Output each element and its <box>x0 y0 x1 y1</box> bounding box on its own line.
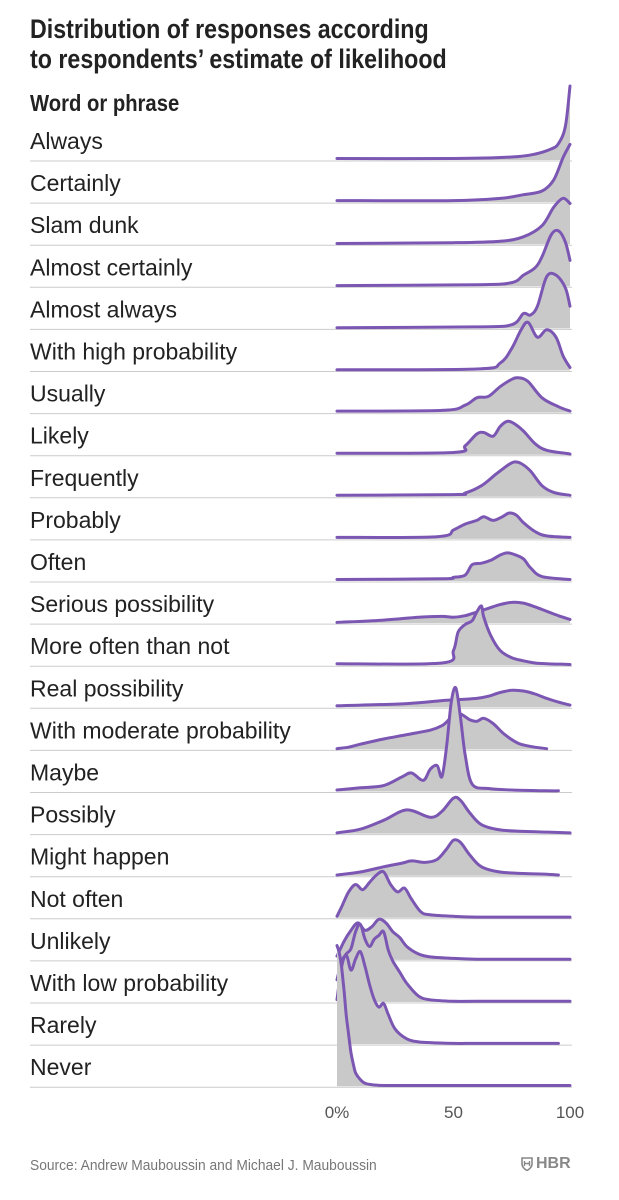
x-axis: 0% 50 100 <box>325 1103 584 1122</box>
ridge-row: Often <box>30 549 572 583</box>
ridge-row: Unlikely <box>30 917 572 962</box>
density-line <box>335 917 572 961</box>
density-area <box>337 461 570 497</box>
density-line <box>335 600 572 624</box>
density-line <box>335 685 560 793</box>
row-label: Likely <box>30 423 89 449</box>
row-label: Not often <box>30 886 123 912</box>
row-label: Slam dunk <box>30 212 139 238</box>
row-label: With low probability <box>30 970 229 996</box>
row-label: Possibly <box>30 802 116 828</box>
ridge-row: Likely <box>30 419 572 457</box>
ridge-row: Probably <box>30 507 572 541</box>
ridge-row: Always <box>30 84 572 162</box>
density-line <box>335 944 572 1088</box>
source-note: Source: Andrew Mauboussin and Michael J.… <box>30 1157 377 1174</box>
ridgeline-chart: Always Certainly Slam dunk Almost certainly… <box>30 84 584 1122</box>
row-label: Almost certainly <box>30 254 193 280</box>
density-area <box>337 602 570 624</box>
density-area <box>337 690 570 708</box>
row-label: Frequently <box>30 465 139 491</box>
ridge-row: Almost certainly <box>30 228 572 288</box>
row-label: Never <box>30 1054 92 1080</box>
density-area <box>337 512 570 539</box>
row-label: Usually <box>30 381 106 407</box>
ridge-row: Might happen <box>30 838 572 878</box>
density-area <box>337 839 559 876</box>
shield-icon <box>521 1157 533 1171</box>
density-line <box>335 84 572 161</box>
brand-logo: HBR <box>521 1155 571 1173</box>
density-area <box>337 919 570 960</box>
brand-name: HBR <box>536 1155 571 1172</box>
ridge-row: Almost always <box>30 271 572 330</box>
x-tick-label: 50 <box>444 1103 463 1122</box>
density-line <box>335 922 572 1003</box>
row-label: Might happen <box>30 844 169 870</box>
ridge-row: More often than not <box>30 604 572 667</box>
density-area <box>337 924 570 1002</box>
density-line <box>335 419 572 456</box>
ridge-row: Not often <box>30 869 572 920</box>
row-label: Probably <box>30 507 121 533</box>
chart-title: Distribution of responses according to r… <box>30 14 447 74</box>
ridge-row: Slam dunk <box>30 196 572 246</box>
density-line <box>335 604 572 666</box>
column-header: Word or phrase <box>30 90 180 116</box>
density-line <box>335 688 572 708</box>
row-label: Often <box>30 549 86 575</box>
row-label: Unlikely <box>30 928 111 954</box>
row-label: With moderate probability <box>30 717 291 743</box>
ridge-row: Serious possibility <box>30 591 572 625</box>
density-area <box>337 322 570 371</box>
density-line <box>335 271 572 330</box>
density-line <box>335 949 560 1045</box>
ridge-row: Maybe <box>30 685 572 793</box>
ridge-row: Frequently <box>30 460 572 499</box>
density-area <box>337 144 570 203</box>
density-area <box>337 421 570 455</box>
density-line <box>335 142 572 203</box>
row-label: Rarely <box>30 1012 97 1038</box>
ridge-row: Rarely <box>30 949 572 1046</box>
ridge-row: With high probability <box>30 320 572 372</box>
density-line <box>335 869 572 919</box>
density-area <box>337 951 559 1045</box>
density-line <box>335 196 572 245</box>
density-area <box>337 198 570 245</box>
ridge-row: Certainly <box>30 142 572 204</box>
row-label: Serious possibility <box>30 591 215 617</box>
x-tick-label: 0% <box>325 1103 350 1122</box>
row-label: Maybe <box>30 760 99 786</box>
chart-rows: Always Certainly Slam dunk Almost certainly… <box>30 84 572 1088</box>
ridge-row: With moderate probability <box>30 712 572 751</box>
row-label: More often than not <box>30 633 230 659</box>
ridge-row: Real possibility <box>30 675 572 709</box>
density-area <box>337 797 570 834</box>
density-line <box>335 376 572 413</box>
row-label: Certainly <box>30 170 121 196</box>
density-line <box>335 228 572 288</box>
row-label: With high probability <box>30 339 238 365</box>
row-label: Always <box>30 128 103 154</box>
x-tick-label: 100 <box>556 1103 584 1122</box>
density-line <box>335 511 572 539</box>
density-line <box>335 551 572 581</box>
row-label: Almost always <box>30 296 177 322</box>
ridge-row: Never <box>30 944 572 1088</box>
density-area <box>337 377 570 413</box>
density-area <box>337 713 547 750</box>
density-line <box>335 795 572 835</box>
row-label: Real possibility <box>30 675 184 701</box>
density-area <box>337 86 570 160</box>
density-area <box>337 552 570 581</box>
density-area <box>337 871 570 918</box>
density-line <box>335 838 560 877</box>
density-line <box>335 460 572 497</box>
ridge-row: Possibly <box>30 795 572 836</box>
ridge-row: Usually <box>30 376 572 415</box>
density-line <box>335 320 572 372</box>
ridge-row: With low probability <box>30 922 572 1004</box>
